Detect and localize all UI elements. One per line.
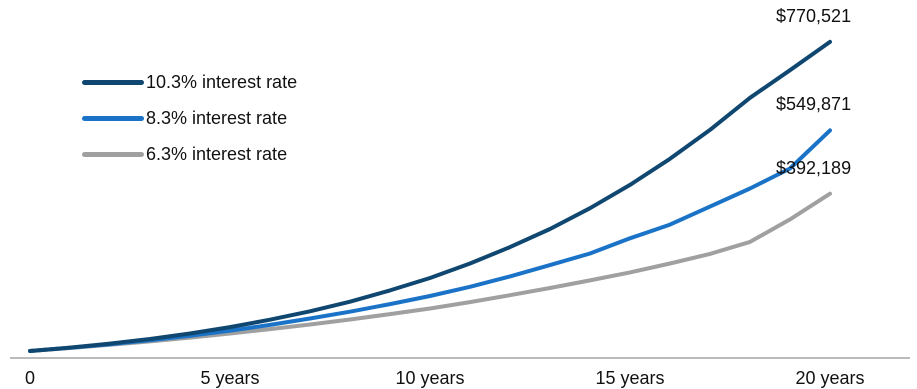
legend-item-1: 8.3% interest rate xyxy=(82,100,297,136)
series-line-0 xyxy=(28,39,832,353)
legend-swatch-1 xyxy=(82,115,144,121)
x-tick-label-4: 20 years xyxy=(795,368,865,388)
x-tick-label-3: 15 years xyxy=(595,368,665,388)
legend-label-2: 6.3% interest rate xyxy=(146,143,288,164)
chart-legend: 10.3% interest rate 8.3% interest rate 6… xyxy=(82,64,297,172)
x-tick-label-0: 0 xyxy=(24,368,35,388)
end-value-label-2: $392,189 xyxy=(776,157,852,178)
legend-label-0: 10.3% interest rate xyxy=(146,71,298,92)
series-layer xyxy=(28,39,832,353)
x-tick-label-1: 5 years xyxy=(200,368,260,388)
series-line-2 xyxy=(28,191,832,353)
end-value-label-1: $549,871 xyxy=(776,94,852,115)
legend-label-1: 8.3% interest rate xyxy=(146,107,288,128)
x-tick-label-2: 10 years xyxy=(395,368,465,388)
legend-swatch-0 xyxy=(82,79,144,85)
legend-swatch-2 xyxy=(82,151,144,157)
legend-item-0: 10.3% interest rate xyxy=(82,64,297,100)
legend-item-2: 6.3% interest rate xyxy=(82,136,297,172)
end-value-label-0: $770,521 xyxy=(776,5,852,26)
